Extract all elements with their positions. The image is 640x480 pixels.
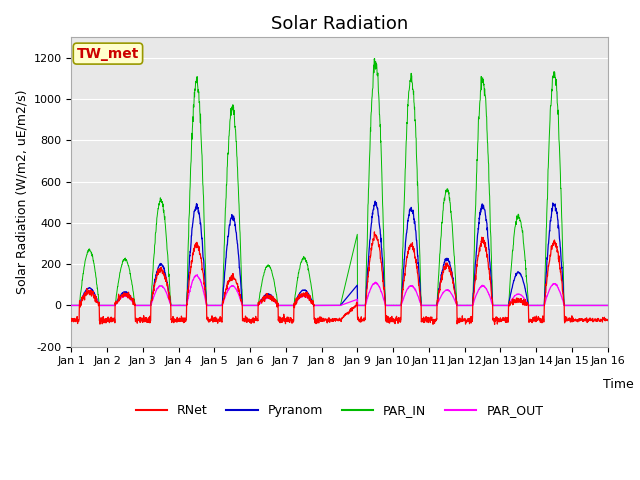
X-axis label: Time: Time xyxy=(603,378,634,391)
Text: TW_met: TW_met xyxy=(77,47,139,60)
Title: Solar Radiation: Solar Radiation xyxy=(271,15,408,33)
Y-axis label: Solar Radiation (W/m2, uE/m2/s): Solar Radiation (W/m2, uE/m2/s) xyxy=(15,90,28,294)
Legend: RNet, Pyranom, PAR_IN, PAR_OUT: RNet, Pyranom, PAR_IN, PAR_OUT xyxy=(131,399,548,422)
